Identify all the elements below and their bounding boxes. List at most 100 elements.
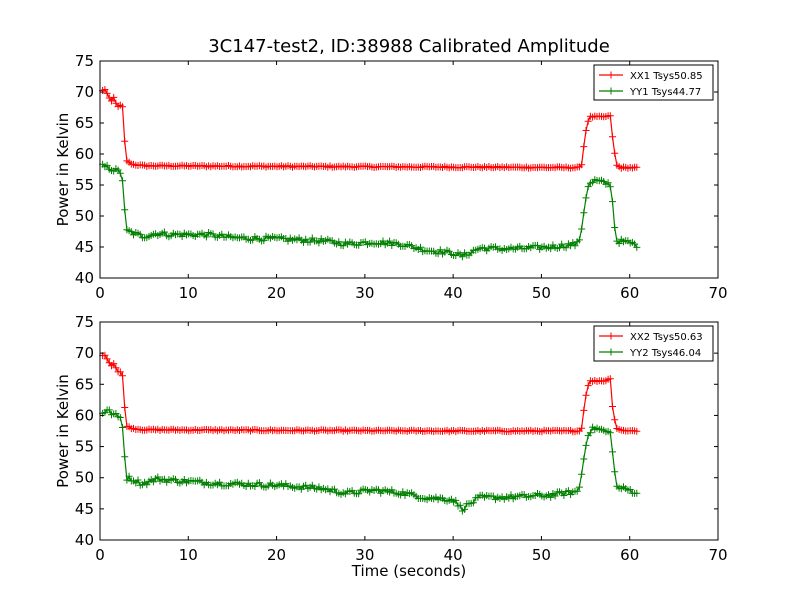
y-tick-label: 60 <box>75 145 94 163</box>
data-point-marker <box>379 237 387 245</box>
data-point-marker <box>399 488 407 496</box>
data-point-marker <box>339 242 347 250</box>
data-point-marker <box>580 406 588 414</box>
data-point-marker <box>633 427 641 435</box>
data-point-marker <box>330 485 338 493</box>
legend-marker <box>607 332 615 340</box>
y-tick-label: 45 <box>75 500 94 518</box>
data-point-marker <box>121 404 129 411</box>
data-point-marker <box>534 241 541 249</box>
y-tick-label: 65 <box>75 114 94 132</box>
y-axis-label: Power in Kelvin <box>54 374 72 488</box>
x-tick-label: 20 <box>267 284 286 302</box>
legend-entry: XX2 Tsys50.63 <box>599 332 703 343</box>
y-tick-label: 70 <box>75 344 94 362</box>
data-point-marker <box>119 177 126 185</box>
data-point-marker <box>101 86 109 93</box>
y-axis-label: Power in Kelvin <box>54 113 72 227</box>
series-xx-line <box>99 351 641 436</box>
data-point-marker <box>116 414 124 421</box>
data-point-marker <box>562 244 570 252</box>
x-tick-label: 0 <box>95 546 105 564</box>
data-point-marker <box>582 127 590 134</box>
x-axis-label: Time (seconds) <box>351 562 467 580</box>
data-point-marker <box>578 470 586 478</box>
data-point-marker <box>606 375 614 383</box>
data-point-marker <box>584 117 592 125</box>
x-tick-label: 30 <box>355 284 374 302</box>
x-tick-label: 50 <box>532 284 551 302</box>
y-tick-label: 60 <box>75 406 94 424</box>
data-point-marker <box>578 225 586 233</box>
data-point-marker <box>606 429 614 437</box>
data-point-marker <box>547 245 555 253</box>
data-point-marker <box>578 161 586 169</box>
data-point-marker <box>469 499 477 507</box>
axes-frame <box>99 60 719 279</box>
data-point-marker <box>452 496 460 504</box>
y-tick-label: 50 <box>75 469 94 487</box>
x-tick-label: 10 <box>179 284 198 302</box>
data-point-marker <box>580 209 588 217</box>
data-point-marker <box>564 487 572 495</box>
data-point-marker <box>386 237 394 245</box>
y-tick-label: 45 <box>75 238 94 256</box>
x-tick-label: 50 <box>532 546 551 564</box>
x-tick-label: 0 <box>95 284 105 302</box>
data-point-marker <box>306 238 314 246</box>
data-point-marker <box>458 253 466 261</box>
data-point-marker <box>103 355 111 363</box>
y-tick-label: 75 <box>75 52 94 70</box>
data-point-marker <box>110 93 118 101</box>
y-tick-label: 50 <box>75 207 94 225</box>
data-point-marker <box>105 406 113 414</box>
y-tick-label: 40 <box>75 531 94 549</box>
legend-label: YY2 Tsys46.04 <box>629 348 701 359</box>
legend: XX2 Tsys50.63 YY2 Tsys46.04 <box>593 325 714 362</box>
data-point-marker <box>489 492 497 500</box>
data-point-marker <box>417 243 424 251</box>
data-point-marker <box>547 493 555 501</box>
data-point-marker <box>615 240 623 247</box>
y-tick-label: 65 <box>75 375 94 393</box>
series-yy-line <box>99 406 641 515</box>
data-point-marker <box>575 236 583 244</box>
data-point-marker <box>633 489 641 497</box>
y-tick-label: 55 <box>75 438 94 456</box>
x-tick-label: 30 <box>355 546 374 564</box>
data-point-marker <box>611 468 619 476</box>
data-point-marker <box>216 478 224 486</box>
data-point-marker <box>119 424 126 431</box>
data-point-marker <box>582 441 590 449</box>
legend-label: YY1 Tsys44.77 <box>629 87 701 98</box>
legend-marker <box>607 87 615 95</box>
legend-entry: YY2 Tsys46.04 <box>599 348 701 359</box>
bottom-plot: 0 10 20 30 40 50 60 70 40 45 50 55 60 65 70 75 Power in … <box>54 313 728 564</box>
data-point-marker <box>609 448 616 456</box>
data-point-marker <box>611 224 619 231</box>
data-point-marker <box>609 133 616 141</box>
data-point-marker <box>103 161 111 169</box>
legend-label: XX2 Tsys50.63 <box>630 332 703 343</box>
x-tick-label: 70 <box>708 546 727 564</box>
data-point-marker <box>121 206 129 214</box>
data-point-marker <box>154 473 162 481</box>
series-xx-line <box>99 86 641 172</box>
data-point-marker <box>134 476 142 484</box>
x-tick-label: 40 <box>444 284 463 302</box>
data-point-marker <box>606 112 614 120</box>
data-point-marker <box>110 360 118 368</box>
data-point-marker <box>125 472 133 480</box>
legend-marker <box>607 71 615 79</box>
data-point-marker <box>315 239 323 247</box>
data-point-marker <box>260 237 268 245</box>
data-point-marker <box>633 163 641 171</box>
x-tick-label: 40 <box>444 546 463 564</box>
data-point-marker <box>573 487 581 495</box>
x-tick-label: 60 <box>620 284 639 302</box>
data-point-marker <box>626 486 634 493</box>
data-point-marker <box>560 492 568 499</box>
x-tick-label: 60 <box>620 546 639 564</box>
data-point-marker <box>507 491 515 499</box>
